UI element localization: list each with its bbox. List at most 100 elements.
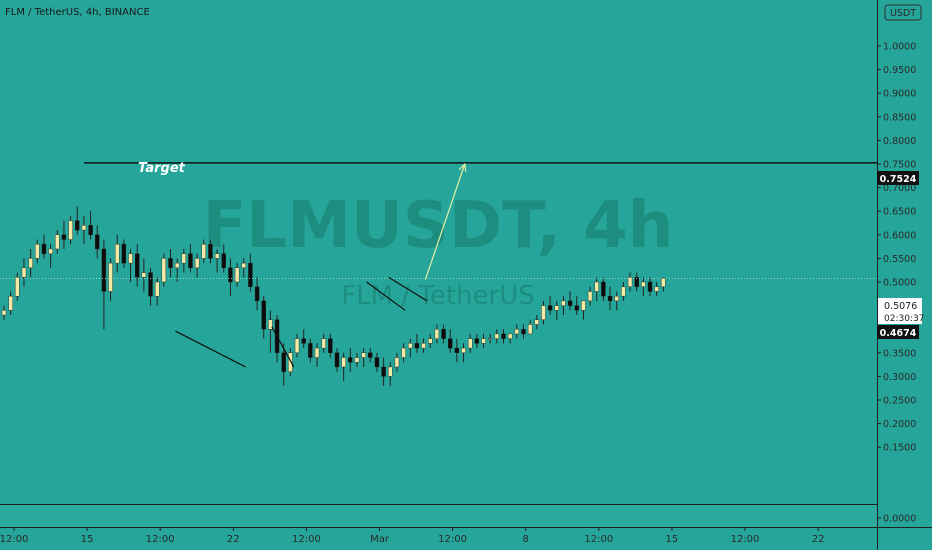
trendline[interactable] — [366, 281, 406, 311]
candle — [601, 277, 606, 301]
candle-body-up — [288, 352, 293, 372]
candle-body-down — [281, 352, 286, 372]
candle — [248, 253, 253, 292]
candle — [214, 248, 220, 273]
watermark-sub: FLM / TetherUS — [341, 281, 535, 311]
trendline[interactable] — [388, 276, 428, 302]
candle — [41, 234, 47, 259]
candle — [28, 248, 33, 278]
candle-body-up — [21, 267, 27, 278]
candle-body-down — [228, 267, 233, 283]
projection-arrow-head — [458, 162, 467, 173]
candle — [254, 277, 260, 311]
candle — [128, 248, 133, 282]
candle — [181, 248, 187, 273]
candle-body-up — [294, 338, 300, 354]
candle-body-down — [261, 300, 266, 330]
candle — [547, 296, 553, 316]
candle-body-up — [641, 281, 646, 287]
candle — [241, 258, 246, 278]
y-tick-label: 0.7000 — [883, 183, 916, 194]
candle — [281, 343, 286, 386]
candle-body-down — [61, 234, 67, 240]
y-tick-label: 1.0000 — [883, 42, 916, 53]
candle-body-up — [408, 343, 413, 349]
y-tick-label: 0.6500 — [883, 207, 916, 218]
candle — [68, 215, 73, 245]
last-tag-bg — [878, 298, 922, 324]
candle-body-up — [541, 305, 546, 320]
candle-body-up — [268, 319, 273, 330]
candle — [341, 352, 346, 382]
candle-body-down — [134, 253, 140, 278]
y-tick-label: 0.2000 — [883, 419, 916, 430]
currency-badge[interactable]: USDT — [884, 4, 922, 21]
candle-body-up — [321, 338, 326, 349]
projection-arrow[interactable] — [424, 163, 466, 280]
candle — [587, 286, 593, 306]
candle-body-down — [248, 262, 253, 287]
y-tick-label: 0.5500 — [883, 254, 916, 265]
x-tick-label: 12:00 — [438, 534, 467, 545]
candle-body-up — [394, 357, 400, 368]
candle — [468, 333, 473, 353]
candle-body-down — [374, 357, 380, 368]
candle-body-up — [587, 291, 593, 302]
candle — [554, 300, 559, 320]
candle-body-up — [214, 253, 220, 259]
candle — [15, 272, 20, 301]
candle-body-down — [308, 343, 313, 358]
candle-body-up — [481, 338, 486, 344]
candle-body-up — [661, 278, 666, 287]
candle — [35, 239, 40, 264]
candle — [414, 333, 420, 353]
candle-body-down — [348, 357, 353, 363]
candle-body-up — [561, 300, 566, 306]
y-tick-label: 0.2500 — [883, 396, 916, 407]
candle — [234, 263, 240, 287]
candle-body-up — [428, 338, 433, 344]
candle — [221, 244, 226, 273]
candle-body-up — [128, 253, 133, 264]
y-tick-label: 0.1500 — [883, 443, 916, 454]
target-tag-value: 0.7524 — [880, 174, 917, 185]
candle-body-down — [101, 248, 107, 292]
candle — [401, 343, 406, 363]
candle — [641, 277, 646, 297]
candle — [474, 333, 480, 349]
candle-body-down — [601, 281, 606, 297]
lower-pane — [0, 505, 877, 527]
candle-body-down — [75, 220, 80, 231]
candle-body-down — [254, 286, 260, 302]
trendline[interactable] — [271, 326, 295, 368]
candle — [21, 258, 27, 287]
candle — [201, 239, 207, 264]
candle-body-down — [647, 281, 653, 292]
candle-body-up — [621, 286, 626, 297]
candle — [521, 324, 526, 339]
candle-body-up — [361, 352, 366, 358]
candle-body-up — [241, 262, 246, 269]
x-tick-label: 12:00 — [146, 534, 175, 545]
y-tick-label: 0.9500 — [883, 65, 916, 76]
candle-body-down — [328, 338, 333, 354]
candle — [328, 333, 333, 358]
candle-body-up — [115, 244, 120, 264]
candle — [148, 267, 153, 306]
candle — [561, 296, 566, 316]
candle-body-down — [121, 244, 127, 264]
candle — [321, 333, 326, 353]
y-tick-label: 0.8500 — [883, 112, 916, 123]
candle — [288, 348, 293, 377]
candle — [261, 296, 266, 339]
candle — [61, 220, 67, 249]
trendline[interactable] — [175, 330, 246, 368]
candle-body-up — [108, 262, 113, 292]
candle-body-up — [461, 347, 466, 353]
candle-body-up — [468, 338, 473, 349]
candle — [507, 333, 513, 344]
symbol-line: FLM / TetherUS, 4h, BINANCE — [5, 7, 150, 18]
